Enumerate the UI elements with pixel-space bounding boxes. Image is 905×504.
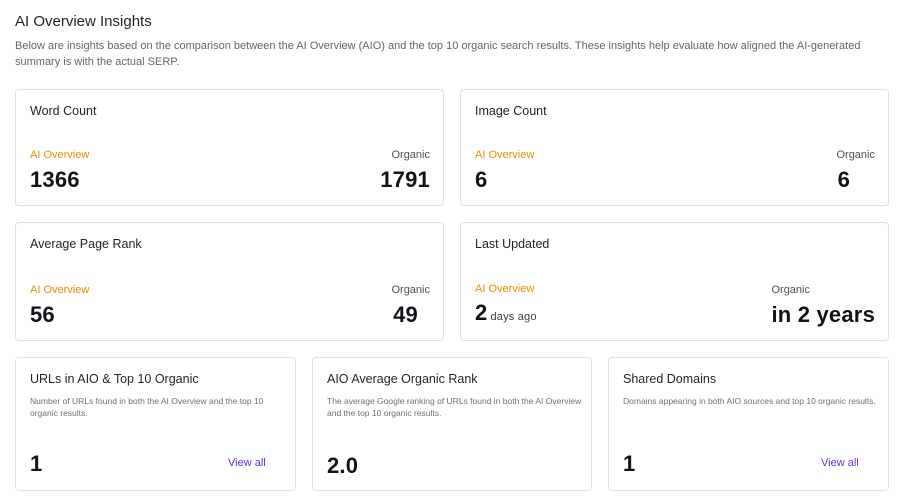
- metric-value: 2.0: [327, 453, 359, 478]
- image-count-card: Image Count AI Overview Organic 6 6: [460, 89, 889, 206]
- aio-value: 56: [30, 302, 55, 327]
- organic-value: 49: [393, 302, 418, 327]
- average-page-rank-card: Average Page Rank AI Overview Organic 56…: [15, 222, 444, 341]
- aio-label: AI Overview: [475, 283, 535, 295]
- urls-in-aio-card: URLs in AIO & Top 10 Organic Number of U…: [15, 357, 296, 491]
- card-description: The average Google ranking of URLs found…: [327, 396, 582, 418]
- card-title: URLs in AIO & Top 10 Organic: [30, 372, 199, 386]
- aio-value-row: 2 days ago: [475, 300, 537, 326]
- view-all-link[interactable]: View all: [228, 457, 266, 469]
- aio-value: 6: [475, 167, 488, 192]
- card-title: AIO Average Organic Rank: [327, 372, 478, 386]
- aio-unit: days ago: [490, 311, 537, 323]
- aio-label: AI Overview: [30, 284, 90, 296]
- card-title: Last Updated: [475, 237, 550, 251]
- organic-value: 1791: [380, 167, 430, 192]
- card-title: Shared Domains: [623, 372, 717, 386]
- aio-value: 2: [475, 300, 488, 325]
- organic-label: Organic: [391, 149, 430, 161]
- metric-value: 1: [30, 451, 43, 476]
- page-title: AI Overview Insights: [15, 13, 152, 30]
- aio-average-organic-rank-card: AIO Average Organic Rank The average Goo…: [312, 357, 592, 491]
- card-description: Domains appearing in both AIO sources an…: [623, 396, 876, 406]
- card-description: Number of URLs found in both the AI Over…: [30, 396, 264, 418]
- card-title: Image Count: [475, 104, 547, 118]
- last-updated-card: Last Updated AI Overview Organic 2 days a…: [460, 222, 889, 341]
- word-count-card: Word Count AI Overview Organic 1366 1791: [15, 89, 444, 206]
- card-title: Average Page Rank: [30, 237, 142, 251]
- organic-value: in 2 years: [771, 302, 875, 327]
- organic-label: Organic: [836, 149, 875, 161]
- view-all-link[interactable]: View all: [821, 457, 859, 469]
- aio-label: AI Overview: [475, 149, 535, 161]
- aio-label: AI Overview: [30, 149, 90, 161]
- card-title: Word Count: [30, 104, 97, 118]
- metric-value: 1: [623, 451, 636, 476]
- aio-value: 1366: [30, 167, 80, 192]
- organic-label: Organic: [771, 284, 810, 296]
- shared-domains-card: Shared Domains Domains appearing in both…: [608, 357, 889, 491]
- organic-value: 6: [837, 167, 850, 192]
- organic-label: Organic: [391, 284, 430, 296]
- page-description: Below are insights based on the comparis…: [15, 40, 861, 68]
